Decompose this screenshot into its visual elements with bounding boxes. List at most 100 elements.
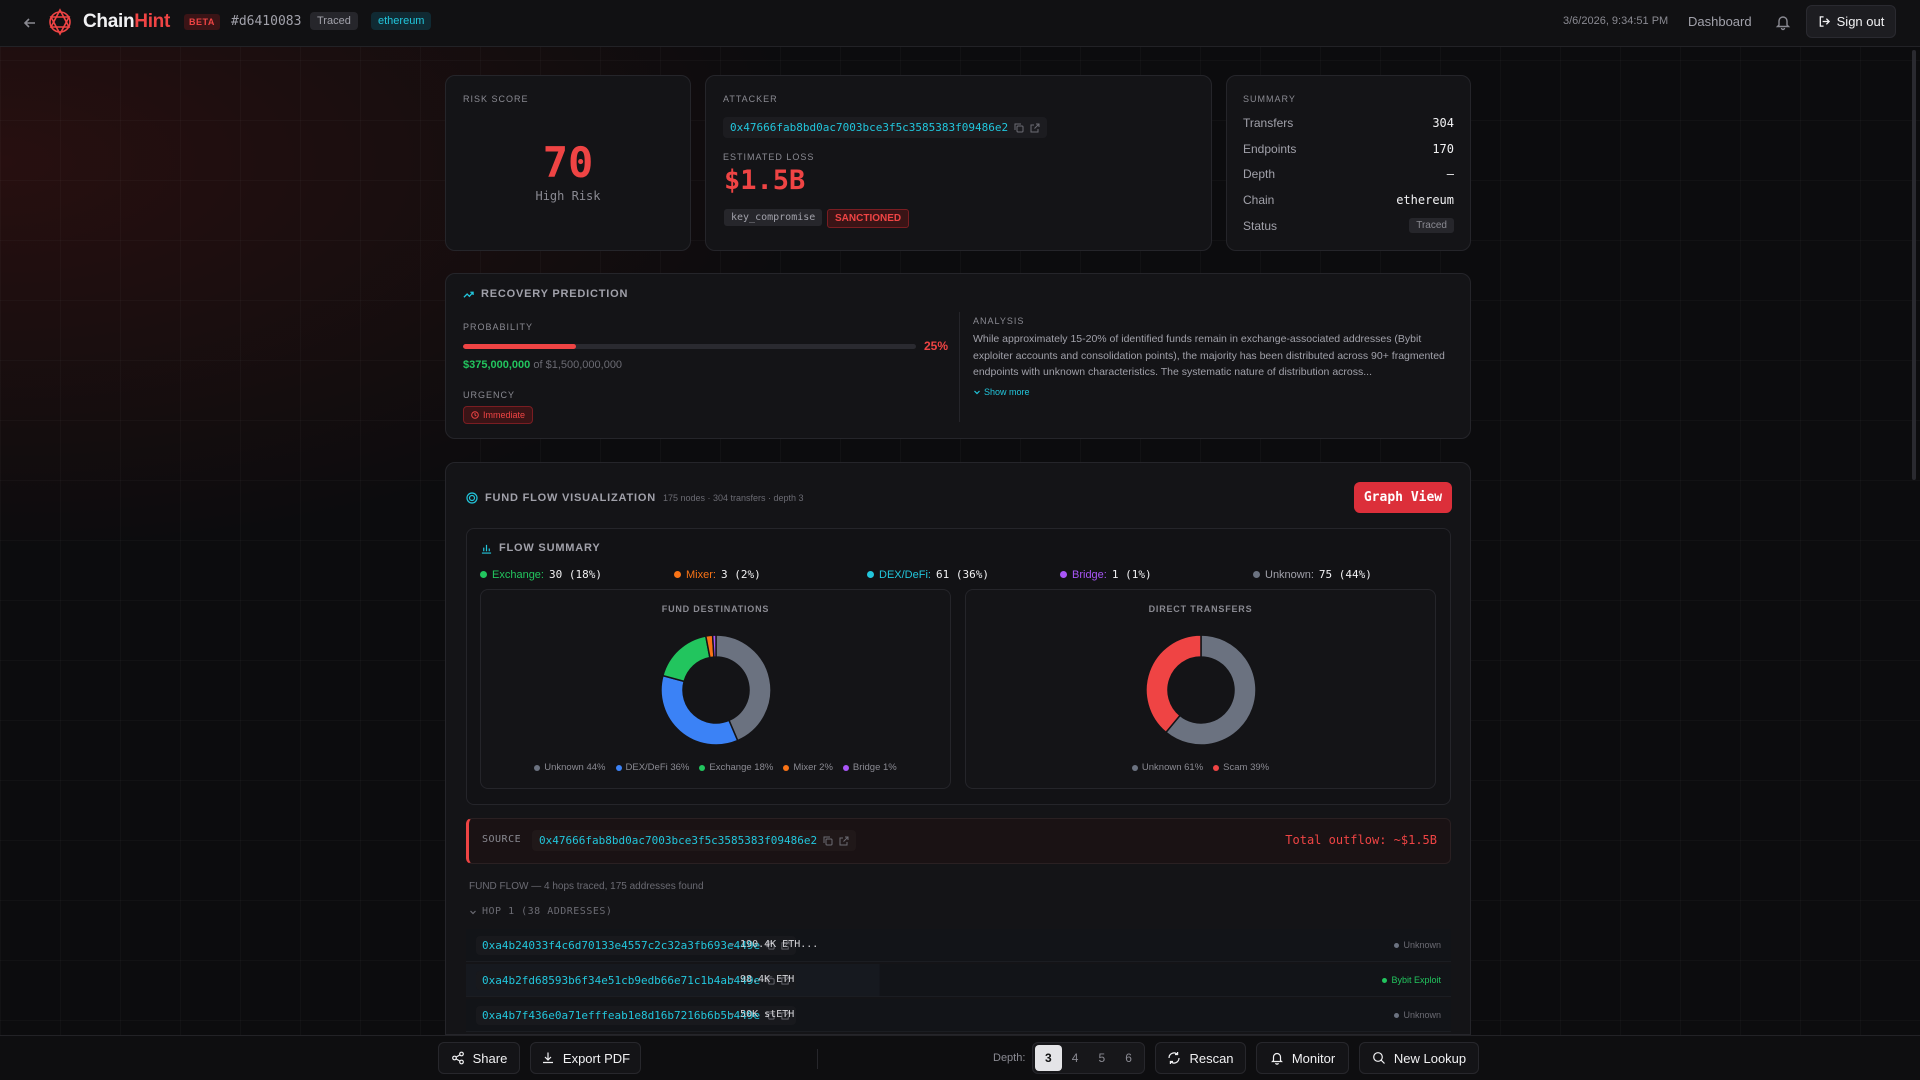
bar-chart-icon (481, 544, 492, 554)
estimated-loss-value: $1.5B (724, 165, 806, 196)
depth-option-5[interactable]: 5 (1098, 1051, 1106, 1065)
back-arrow-icon[interactable] (20, 13, 40, 33)
page-scrollbar[interactable] (1912, 50, 1916, 480)
arrow-right-icon: → (728, 1009, 735, 1020)
urgency-badge: Immediate (463, 406, 534, 424)
attack-type-tag: key_compromise (724, 209, 823, 226)
direct-transfers-panel: DIRECT TRANSFERS Unknown 61% Scam 39% (965, 589, 1436, 789)
legend-dex-defi: DEX/DeFi 36% (615, 762, 689, 773)
hop-1-toggle[interactable]: HOP 1 (38 ADDRESSES) (469, 906, 612, 917)
fund-destinations-donut (660, 634, 772, 746)
summary-row-transfers: Transfers 304 (1243, 116, 1454, 130)
external-link-icon[interactable] (781, 976, 790, 985)
category-unknown: Unknown: 75 (44%) (1253, 568, 1372, 581)
refresh-icon (1168, 1052, 1181, 1064)
donut-slice-scam (1145, 634, 1202, 734)
category-dex-defi: DEX/DeFi: 61 (36%) (867, 568, 989, 581)
attacker-card: ATTACKER 0x47666fab8bd0ac7003bce3f5c3585… (705, 75, 1212, 251)
hop-row[interactable]: 0xa4b7f436e0a71efffeab1e8d16b7216b6b5b44… (466, 999, 1451, 1032)
fund-destinations-title: FUND DESTINATIONS (661, 604, 770, 614)
source-address[interactable]: 0x47666fab8bd0ac7003bce3f5c3585383f09486… (532, 830, 857, 851)
external-link-icon[interactable] (781, 1011, 790, 1020)
monitor-button[interactable]: Monitor (1256, 1042, 1349, 1074)
donut-slice-unknown (715, 634, 772, 742)
source-box: SOURCE 0x47666fab8bd0ac7003bce3f5c358538… (466, 818, 1451, 864)
risk-score-value: 70 (542, 138, 594, 187)
fund-destinations-legend: Unknown 44% DEX/DeFi 36% Exchange 18% Mi… (481, 762, 950, 773)
fund-flow-title: FUND FLOW VISUALIZATION 175 nodes · 304 … (466, 492, 804, 504)
sanctioned-badge: SANCTIONED (827, 209, 910, 228)
hop-label: Bybit Exploit (1382, 975, 1441, 985)
risk-score-card: RISK SCORE 70 High Risk (445, 75, 691, 251)
chevron-down-icon (974, 390, 980, 395)
search-icon (1372, 1052, 1385, 1064)
arrow-right-icon: → (728, 939, 735, 950)
timestamp: 3/6/2026, 9:34:51 PM (1563, 15, 1669, 27)
copy-icon[interactable] (766, 941, 775, 950)
copy-icon[interactable] (766, 976, 775, 985)
summary-label: SUMMARY (1243, 94, 1296, 104)
exchange-dot (480, 571, 487, 578)
summary-card: SUMMARY Transfers 304 Endpoints 170 Depth —… (1226, 75, 1471, 251)
legend-unknown: Unknown 44% (534, 762, 606, 773)
chain-chip: ethereum (371, 12, 432, 30)
depth-selector: 3 4 5 6 (1032, 1042, 1145, 1074)
export-pdf-button[interactable]: Export PDF (530, 1042, 641, 1074)
legend-mixer: Mixer 2% (783, 762, 833, 773)
depth-option-3[interactable]: 3 (1035, 1045, 1062, 1071)
fund-destinations-panel: FUND DESTINATIONS Unknown 44% DEX/DeFi 3… (480, 589, 951, 789)
new-lookup-button[interactable]: New Lookup (1359, 1042, 1479, 1074)
arrow-right-icon: → (728, 974, 735, 985)
hop-address[interactable]: 0xa4b7f436e0a71efffeab1e8d16b7216b6b5b44… (476, 1006, 797, 1025)
copy-icon[interactable] (1014, 123, 1024, 133)
case-id: #d6410083 (231, 14, 302, 29)
category-mixer: Mixer: 3 (2%) (674, 568, 761, 581)
nav-dashboard-link[interactable]: Dashboard (1688, 14, 1752, 29)
summary-row-depth: Depth — (1243, 167, 1454, 181)
depth-option-6[interactable]: 6 (1125, 1051, 1132, 1065)
copy-icon[interactable] (823, 836, 833, 846)
donut-slice-unknown (1164, 634, 1257, 746)
external-link-icon[interactable] (781, 941, 790, 950)
source-label: SOURCE (482, 834, 522, 845)
chevron-down-icon (470, 910, 476, 914)
attacker-address[interactable]: 0x47666fab8bd0ac7003bce3f5c3585383f09486… (723, 117, 1048, 138)
notifications-bell-icon[interactable] (1774, 13, 1792, 31)
divider (959, 312, 960, 422)
total-outflow: Total outflow: ~$1.5B (1285, 833, 1437, 847)
hop-row[interactable]: 0xa4b24033f4c6d70133e4557c2c32a3fb693e44… (466, 929, 1451, 962)
external-link-icon[interactable] (1030, 123, 1040, 133)
external-link-icon[interactable] (839, 836, 849, 846)
show-more-link[interactable]: Show more (973, 387, 1030, 397)
probability-bar (463, 344, 916, 349)
direct-transfers-title: DIRECT TRANSFERS (1148, 604, 1253, 614)
hop-address[interactable]: 0xa4b24033f4c6d70133e4557c2c32a3fb693e44… (476, 936, 797, 955)
bell-icon (1270, 1052, 1283, 1065)
probability-label: PROBABILITY (463, 322, 534, 332)
sign-out-button[interactable]: Sign out (1806, 5, 1896, 38)
target-icon (466, 492, 478, 504)
share-button[interactable]: Share (438, 1042, 520, 1074)
brand-name[interactable]: ChainHint (83, 11, 171, 32)
beta-badge: BETA (184, 14, 220, 30)
summary-row-status: Status Traced (1243, 218, 1454, 233)
flow-summary-title: FLOW SUMMARY (481, 542, 600, 554)
hop-row[interactable]: 0xa4b2fd68593b6f34e51cb9edb66e71c1b4ab44… (466, 964, 1451, 997)
depth-option-4[interactable]: 4 (1071, 1051, 1079, 1065)
donut-slice-exchange (661, 635, 711, 683)
status-chip: Traced (310, 12, 358, 30)
graph-view-button[interactable]: Graph View (1354, 482, 1452, 513)
mixer-dot (674, 571, 681, 578)
risk-score-label: RISK SCORE (463, 94, 529, 104)
hop-label: Unknown (1394, 940, 1441, 950)
unknown-dot (1253, 571, 1260, 578)
copy-icon[interactable] (766, 1011, 775, 1020)
top-bar: ChainHint BETA #d6410083 Traced ethereum… (0, 0, 1920, 47)
summary-status-chip: Traced (1409, 218, 1454, 233)
toolbar-divider (817, 1049, 818, 1069)
rescan-button[interactable]: Rescan (1155, 1042, 1246, 1074)
hop-address[interactable]: 0xa4b2fd68593b6f34e51cb9edb66e71c1b4ab44… (476, 971, 797, 990)
legend-scam: Scam 39% (1213, 762, 1269, 773)
depth-label: Depth: (993, 1052, 1026, 1064)
probability-percent: 25% (924, 339, 949, 353)
